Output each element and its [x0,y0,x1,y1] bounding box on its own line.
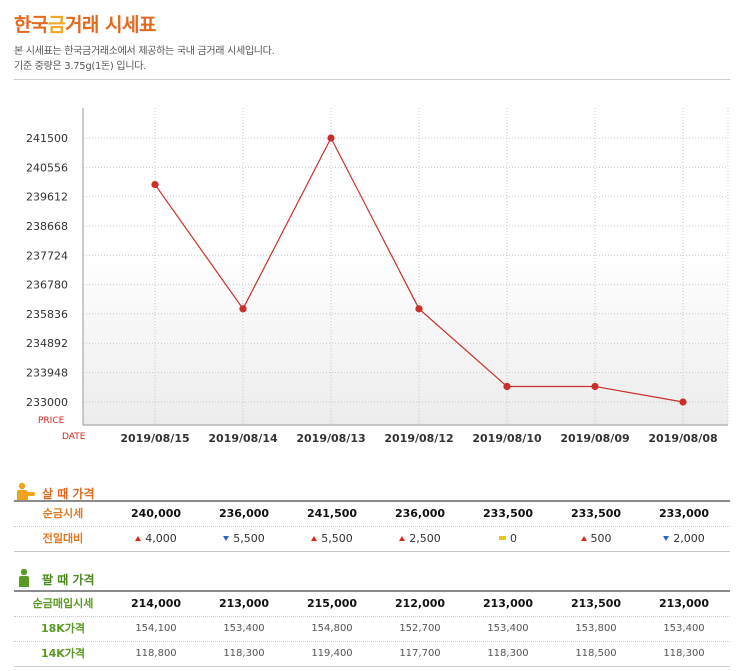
x-tick-label: 2019/08/12 [384,432,453,445]
data-point [679,398,687,406]
table-cell: 233,500 [482,507,534,520]
change-cell: 2,000 [640,527,728,551]
table-cell: 214,000 [130,597,182,610]
table-cell: 213,000 [658,597,710,610]
data-point [503,382,511,391]
row-label: 전일대비 [42,532,84,545]
table-cell: 236,000 [218,507,270,520]
table-cell: 241,500 [306,507,358,520]
table-cell: 240,000 [130,507,182,520]
data-point [239,305,247,313]
change-arrow-icon [663,535,670,541]
y-tick-label: 235836 [26,308,68,321]
table-cell: 215,000 [306,597,358,610]
table-cell: 213,000 [218,597,270,610]
table-row: 순금시세 240,000 236,000 241,500 236,000 233… [14,500,730,527]
y-tick-label: 234892 [26,337,68,350]
table-cell: 118,500 [575,648,617,659]
data-point [415,305,423,313]
person-icon [19,568,29,587]
change-arrow-icon [399,535,406,541]
table-cell: 117,700 [399,648,441,659]
table-cell: 118,800 [135,648,177,659]
table-cell: 119,400 [311,648,353,659]
table-cell: 236,000 [394,507,446,520]
plot-background [83,108,728,425]
row-label: 순금시세 [42,507,84,520]
y-tick-label: 233948 [26,367,68,380]
data-point [591,382,599,391]
page-description: 본 시세표는 한국금거래소에서 제공하는 국내 금거래 시세입니다. [14,46,275,57]
y-tick-label: 241500 [26,132,68,145]
weight-note: 기준 중량은 3.75g(1돈) 입니다. [14,61,146,72]
table-cell: 154,100 [135,623,177,634]
table-cell: 118,300 [223,648,265,659]
row-label: 순금매입시세 [32,597,94,610]
change-arrow-icon [223,535,230,541]
x-tick-label: 2019/08/15 [120,432,189,445]
change-cell: 0 [464,527,552,551]
change-arrow-icon [580,535,587,541]
table-row: 18K가격 154,100 153,400 154,800 152,700 15… [14,617,730,642]
y-tick-label: 238668 [26,220,68,233]
y-tick-label: 237724 [26,249,68,262]
change-cell: 500 [552,527,640,551]
change-arrow-icon [499,536,506,540]
sell-price-table: 순금매입시세 214,000 213,000 215,000 212,000 2… [14,590,730,667]
x-tick-label: 2019/08/09 [560,432,629,445]
change-cell: 4,000 [112,527,200,551]
table-cell: 118,300 [663,648,705,659]
data-point [327,134,335,142]
x-tick-label: 2019/08/10 [472,432,542,445]
y-tick-label: 236780 [26,279,68,292]
data-point [151,180,159,189]
price-line-chart: 241500 240556 239612 238668 237724 236780 2358… [26,108,729,445]
y-tick-label: 233000 [26,396,68,409]
row-label: 18K가격 [40,622,86,635]
change-arrow-icon [311,535,318,541]
page-title: 한국금거래 시세표 [14,14,156,36]
table-cell: 152,700 [399,623,441,634]
table-cell: 153,400 [487,623,529,634]
table-row: 순금매입시세 214,000 213,000 215,000 212,000 2… [14,590,730,617]
table-row: 14K가격 118,800 118,300 119,400 117,700 11… [14,642,730,667]
x-tick-label: 2019/08/14 [208,432,278,445]
table-cell: 153,400 [223,623,265,634]
y-tick-label: 239612 [26,191,68,204]
table-cell: 212,000 [394,597,446,610]
change-arrow-icon [135,535,142,541]
x-tick-label: 2019/08/13 [296,432,365,445]
table-cell: 233,500 [570,507,622,520]
table-cell: 154,800 [311,623,353,634]
table-cell: 213,000 [482,597,534,610]
buy-price-table: 순금시세 240,000 236,000 241,500 236,000 233… [14,500,730,552]
x-tick-label: 2019/08/08 [648,432,717,445]
table-cell: 153,400 [663,623,705,634]
person-icon [17,482,35,501]
change-cell: 5,500 [200,527,288,551]
header-divider [14,79,730,80]
table-row: 전일대비 4,000 5,500 5,500 2,500 0 500 2,000 [14,527,730,552]
y-tick-label: 240556 [26,161,68,174]
change-cell: 5,500 [288,527,376,551]
table-cell: 118,300 [487,648,529,659]
table-cell: 213,500 [570,597,622,610]
table-cell: 233,000 [658,507,710,520]
change-cell: 2,500 [376,527,464,551]
y-axis-label: PRICE [38,416,65,426]
table-cell: 153,800 [575,623,617,634]
row-label: 14K가격 [40,647,86,660]
x-axis-label: DATE [62,432,86,442]
